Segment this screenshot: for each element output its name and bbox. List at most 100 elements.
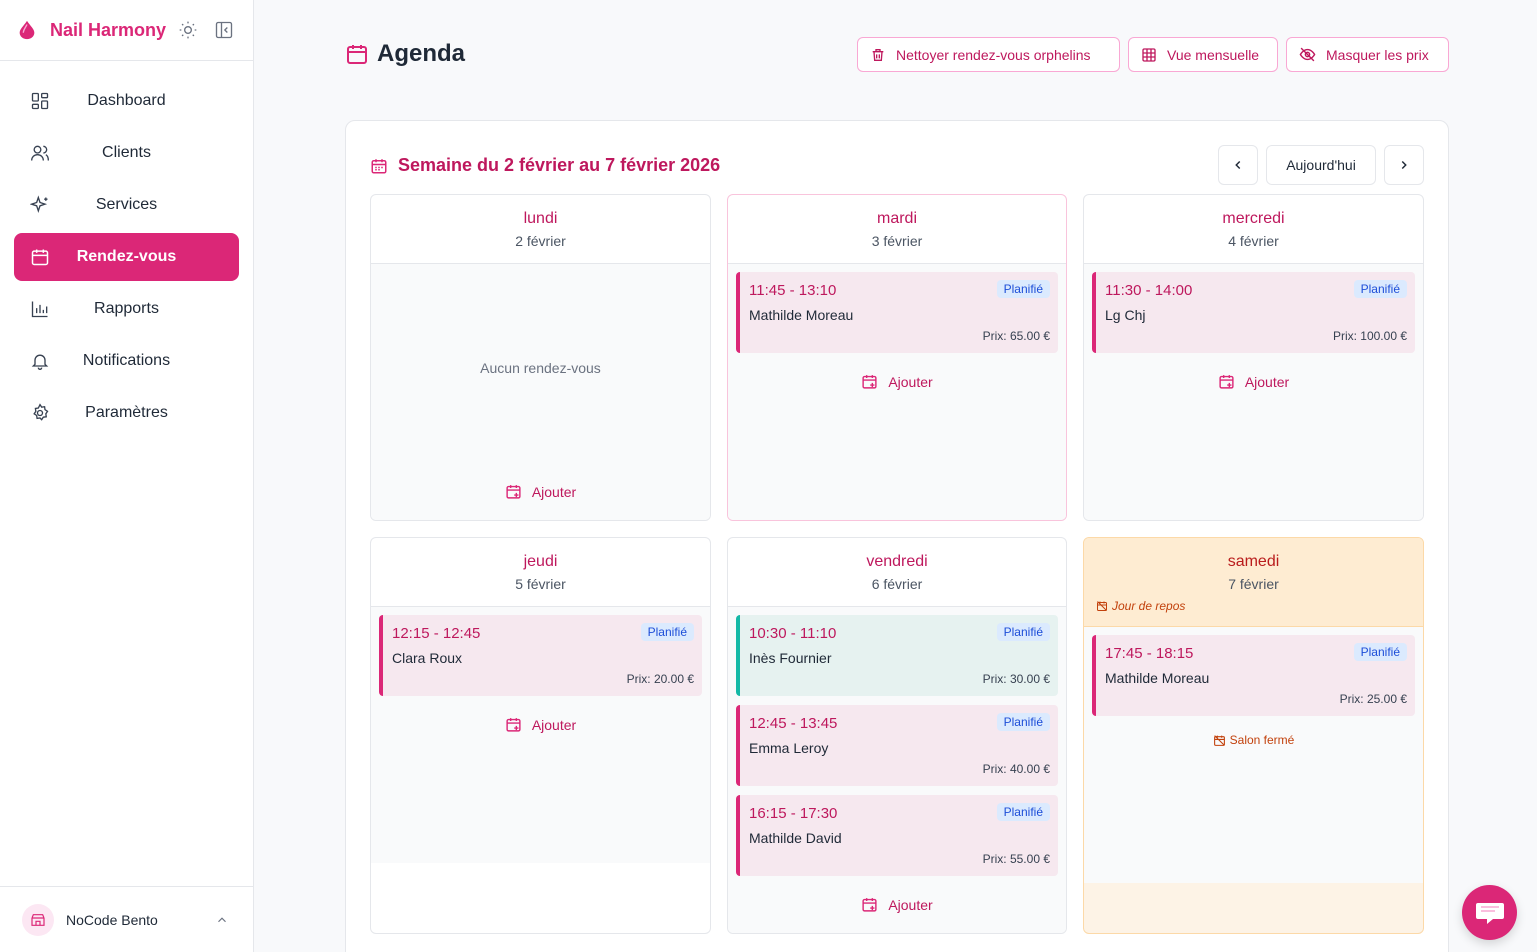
add-appointment-button[interactable]: Ajouter xyxy=(728,373,1066,390)
day-body: Aucun rendez-vous Ajouter xyxy=(371,264,710,520)
day-column-samedi: samedi 7 février Jour de repos 17:45 - 1… xyxy=(1083,537,1424,934)
appointment-client: Inès Fournier xyxy=(749,650,832,666)
nav-item-services[interactable]: Services xyxy=(14,181,239,229)
appointment-price: Prix: 40.00 € xyxy=(982,762,1050,776)
calendar-plus-icon xyxy=(506,485,521,499)
appointment-card[interactable]: 17:45 - 18:15 Planifié Mathilde Moreau P… xyxy=(1092,635,1415,716)
nav-item-rapports[interactable]: Rapports xyxy=(14,285,239,333)
calendar-plus-icon xyxy=(862,375,877,389)
grid-icon xyxy=(1142,47,1156,62)
day-column-mercredi: mercredi 4 février 11:30 - 14:00 Planifi… xyxy=(1083,194,1424,521)
appointment-client: Clara Roux xyxy=(392,650,463,666)
day-date: 4 février xyxy=(1228,233,1279,249)
workspace-switcher[interactable]: NoCode Bento xyxy=(0,886,253,952)
sidebar: Nail Harmony Dashboard Clients Services … xyxy=(0,0,254,952)
rest-day-note: Jour de repos xyxy=(1096,599,1185,613)
chevron-left-icon xyxy=(1235,160,1241,170)
no-appointments-text: Aucun rendez-vous xyxy=(480,360,601,376)
brand-header: Nail Harmony xyxy=(0,0,253,61)
chat-bubble-icon xyxy=(1475,902,1504,924)
users-icon xyxy=(31,145,49,161)
day-name: mercredi xyxy=(1222,210,1285,227)
next-week-button[interactable] xyxy=(1384,145,1424,185)
nav-item-parametres[interactable]: Paramètres xyxy=(14,389,239,437)
appointment-time: 11:30 - 14:00 xyxy=(1105,282,1193,299)
day-column-jeudi: jeudi 5 février 12:15 - 12:45 Planifié C… xyxy=(370,537,711,934)
previous-week-button[interactable] xyxy=(1218,145,1258,185)
nail-logo-icon xyxy=(19,20,35,40)
nav-item-rendez-vous[interactable]: Rendez-vous xyxy=(14,233,239,281)
appointment-card[interactable]: 16:15 - 17:30 Planifié Mathilde David Pr… xyxy=(736,795,1058,876)
calendar-icon xyxy=(371,158,387,173)
day-name: jeudi xyxy=(523,553,558,570)
today-button[interactable]: Aujourd'hui xyxy=(1266,145,1376,185)
nav-item-dashboard[interactable]: Dashboard xyxy=(14,77,239,125)
status-badge: Planifié xyxy=(1353,280,1407,298)
week-title: Semaine du 2 février au 7 février 2026 xyxy=(370,155,720,176)
nav-label: Dashboard xyxy=(87,92,166,109)
status-badge: Planifié xyxy=(640,623,694,641)
appointment-time: 17:45 - 18:15 xyxy=(1105,645,1194,662)
appointment-card[interactable]: 11:45 - 13:10 Planifié Mathilde Moreau P… xyxy=(736,272,1058,353)
day-body: 11:30 - 14:00 Planifié Lg Chj Prix: 100.… xyxy=(1084,264,1423,520)
appointment-client: Mathilde David xyxy=(749,830,842,846)
appointment-price: Prix: 25.00 € xyxy=(1339,692,1407,706)
day-body: 17:45 - 18:15 Planifié Mathilde Moreau P… xyxy=(1084,627,1423,883)
appointment-client: Mathilde Moreau xyxy=(1105,670,1210,686)
salon-closed-label: Salon fermé xyxy=(1229,733,1295,747)
eye-off-icon xyxy=(1299,47,1316,62)
cleanup-orphans-button[interactable]: Nettoyer rendez-vous orphelins xyxy=(857,37,1120,72)
day-header: jeudi 5 février xyxy=(371,538,710,607)
appointment-price: Prix: 100.00 € xyxy=(1332,329,1407,343)
appointment-time: 12:45 - 13:45 xyxy=(749,715,838,732)
monthly-view-button[interactable]: Vue mensuelle xyxy=(1128,37,1278,72)
add-appointment-button[interactable]: Ajouter xyxy=(728,896,1066,913)
add-appointment-button[interactable]: Ajouter xyxy=(1084,373,1423,390)
workspace-name: NoCode Bento xyxy=(66,911,158,928)
nav-item-clients[interactable]: Clients xyxy=(14,129,239,177)
store-icon xyxy=(31,913,45,926)
appointment-time: 12:15 - 12:45 xyxy=(392,625,481,642)
day-date: 6 février xyxy=(871,576,923,592)
day-header: lundi 2 février xyxy=(371,195,710,264)
chevron-up-icon xyxy=(218,916,226,922)
calendar-plus-icon xyxy=(862,898,877,912)
appointment-card[interactable]: 12:45 - 13:45 Planifié Emma Leroy Prix: … xyxy=(736,705,1058,786)
bar-chart-icon xyxy=(31,301,48,318)
chat-button[interactable] xyxy=(1462,885,1517,940)
add-label: Ajouter xyxy=(531,716,577,733)
day-date: 7 février xyxy=(1228,576,1279,592)
add-appointment-button[interactable]: Ajouter xyxy=(371,483,710,500)
appointment-card[interactable]: 12:15 - 12:45 Planifié Clara Roux Prix: … xyxy=(379,615,702,696)
add-appointment-button[interactable]: Ajouter xyxy=(371,716,710,733)
day-column-lundi: lundi 2 février Aucun rendez-vous Ajoute… xyxy=(370,194,711,521)
appointment-client: Emma Leroy xyxy=(749,740,829,756)
nav-label: Notifications xyxy=(82,352,171,369)
calendar-off-icon xyxy=(1213,734,1225,746)
theme-toggle-sun-icon[interactable] xyxy=(178,20,198,40)
add-label: Ajouter xyxy=(1244,373,1290,390)
week-calendar-card: Semaine du 2 février au 7 février 2026 A… xyxy=(345,120,1449,952)
day-name: vendredi xyxy=(866,553,928,570)
page-title: Agenda xyxy=(345,40,465,68)
nav-item-notifications[interactable]: Notifications xyxy=(14,337,239,385)
collapse-sidebar-icon[interactable] xyxy=(214,20,234,40)
brand-name: Nail Harmony xyxy=(50,19,167,40)
status-badge: Planifié xyxy=(996,803,1050,821)
hide-prices-button[interactable]: Masquer les prix xyxy=(1286,37,1449,72)
appointment-client: Lg Chj xyxy=(1105,307,1146,323)
day-body: 12:15 - 12:45 Planifié Clara Roux Prix: … xyxy=(371,607,710,863)
rest-day-label: Jour de repos xyxy=(1112,599,1186,613)
day-name: mardi xyxy=(876,210,917,227)
status-badge: Planifié xyxy=(996,280,1050,298)
day-header: samedi 7 février Jour de repos xyxy=(1084,538,1423,627)
nav-label: Services xyxy=(95,196,158,213)
main-nav: Dashboard Clients Services Rendez-vous R… xyxy=(0,61,253,457)
appointment-card[interactable]: 11:30 - 14:00 Planifié Lg Chj Prix: 100.… xyxy=(1092,272,1415,353)
status-badge: Planifié xyxy=(996,713,1050,731)
appointment-price: Prix: 55.00 € xyxy=(982,852,1050,866)
appointment-card[interactable]: 10:30 - 11:10 Planifié Inès Fournier Pri… xyxy=(736,615,1058,696)
add-label: Ajouter xyxy=(888,896,933,913)
day-date: 3 février xyxy=(871,233,923,249)
monthly-view-label: Vue mensuelle xyxy=(1167,46,1260,63)
